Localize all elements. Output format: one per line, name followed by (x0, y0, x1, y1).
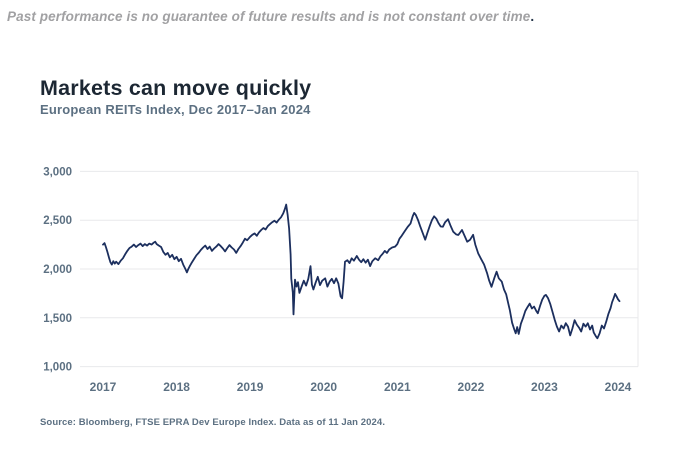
source-text: Source: Bloomberg, FTSE EPRA Dev Europe … (40, 417, 386, 428)
x-axis-label: 2023 (531, 380, 558, 394)
y-axis-label: 2,000 (43, 264, 72, 276)
disclaimer-period: . (530, 9, 535, 24)
page-subtitle: European REITs Index, Dec 2017–Jan 2024 (40, 102, 311, 117)
index-line-series (102, 203, 621, 340)
x-axis-label: 2024 (605, 380, 632, 394)
y-axis-label: 3,000 (43, 166, 72, 178)
x-axis-label: 2017 (90, 380, 117, 394)
page-title: Markets can move quickly (40, 76, 312, 100)
y-axis-label: 2,500 (43, 215, 72, 227)
x-axis-label: 2021 (384, 380, 411, 394)
y-axis-label: 1,500 (43, 313, 72, 325)
disclaimer-text: Past performance is no guarantee of futu… (7, 9, 534, 24)
disclaimer-body: Past performance is no guarantee of futu… (7, 9, 531, 24)
x-axis-label: 2018 (163, 380, 190, 394)
x-axis-label: 2022 (458, 380, 485, 394)
y-axis-label: 1,000 (43, 362, 72, 374)
x-axis-label: 2020 (310, 380, 337, 394)
x-axis-label: 2019 (237, 380, 264, 394)
